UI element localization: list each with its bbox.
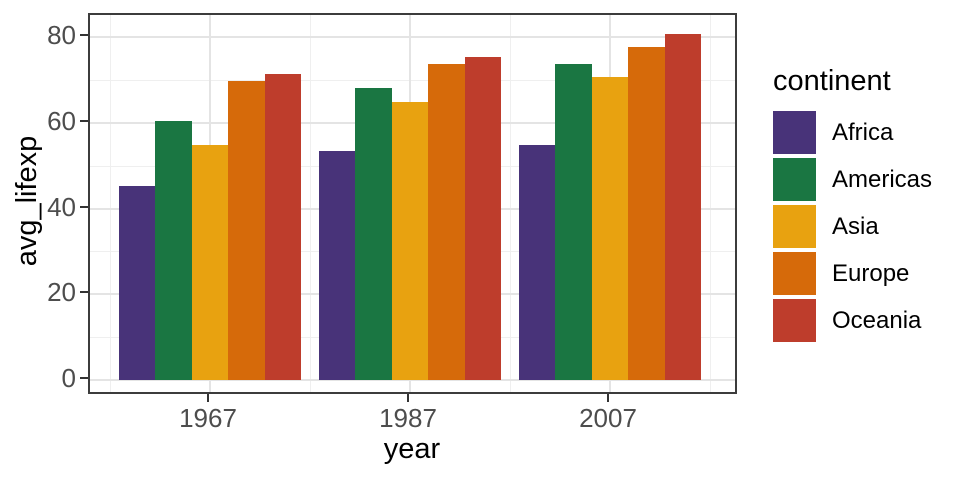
bar-oceania-1967 — [264, 74, 301, 380]
gridline-minor-vertical — [510, 15, 511, 392]
legend-label-europe: Europe — [832, 259, 910, 287]
y-axis-title: avg_lifexp — [11, 135, 43, 267]
legend-item-europe: Europe — [773, 252, 958, 295]
bar-europe-1987 — [428, 64, 465, 380]
bar-africa-1987 — [319, 151, 356, 380]
legend-label-oceania: Oceania — [832, 306, 922, 334]
y-tick-mark — [80, 119, 88, 122]
gridline-minor-vertical — [310, 15, 311, 392]
bar-africa-2007 — [519, 145, 556, 380]
bar-asia-1967 — [191, 145, 229, 380]
y-tick-label: 80 — [47, 20, 76, 50]
bar-africa-1967 — [119, 185, 156, 380]
legend-swatch-asia — [773, 205, 816, 248]
bar-europe-2007 — [628, 46, 665, 380]
legend-item-asia: Asia — [773, 205, 958, 248]
legend-swatch-oceania — [773, 299, 816, 342]
legend-swatch-europe — [773, 252, 816, 295]
legend-item-oceania: Oceania — [773, 299, 958, 342]
x-tick-label: 2007 — [579, 403, 637, 433]
y-tick-mark — [80, 291, 88, 294]
legend-label-africa: Africa — [832, 118, 894, 146]
gridline-major-horizontal — [90, 379, 735, 381]
legend-swatch-africa — [773, 111, 816, 154]
bar-europe-1967 — [228, 81, 265, 380]
bar-oceania-1987 — [464, 57, 501, 380]
x-tick-mark — [207, 394, 209, 402]
legend-swatch-americas — [773, 158, 816, 201]
bar-americas-2007 — [555, 64, 592, 380]
gridline-minor-vertical — [110, 15, 111, 392]
y-tick-mark — [80, 34, 88, 36]
y-tick-label: 20 — [47, 277, 76, 308]
y-tick-label: 0 — [61, 363, 76, 393]
legend-item-africa: Africa — [773, 111, 958, 154]
plot-panel — [88, 13, 737, 394]
y-tick-mark — [80, 377, 88, 379]
x-tick-label: 1967 — [179, 403, 237, 433]
legend: continent Africa Americas Asia Europe Oceani… — [773, 66, 958, 342]
x-tick-mark — [607, 394, 609, 402]
bar-americas-1967 — [155, 121, 192, 380]
bar-asia-1987 — [391, 101, 429, 380]
legend-label-americas: Americas — [832, 165, 933, 193]
y-tick-label: 60 — [47, 105, 76, 136]
x-tick-label: 1987 — [379, 403, 437, 433]
y-tick-mark — [80, 205, 88, 208]
x-tick-mark — [407, 394, 409, 402]
bar-americas-1987 — [355, 88, 392, 380]
bar-asia-2007 — [591, 76, 629, 380]
legend-title: continent — [773, 65, 891, 97]
x-axis-title: year — [383, 433, 441, 465]
gridline-major-horizontal — [90, 36, 735, 38]
gridline-minor-horizontal — [90, 79, 735, 81]
legend-label-asia: Asia — [832, 212, 879, 240]
y-tick-label: 40 — [47, 191, 76, 222]
gridline-minor-vertical — [710, 15, 711, 392]
bar-oceania-2007 — [664, 33, 701, 380]
legend-item-americas: Americas — [773, 158, 958, 201]
legend-items: Africa Americas Asia Europe Oceania — [773, 111, 958, 342]
